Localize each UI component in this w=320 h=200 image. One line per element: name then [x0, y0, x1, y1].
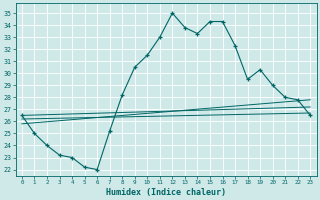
X-axis label: Humidex (Indice chaleur): Humidex (Indice chaleur)	[106, 188, 226, 197]
